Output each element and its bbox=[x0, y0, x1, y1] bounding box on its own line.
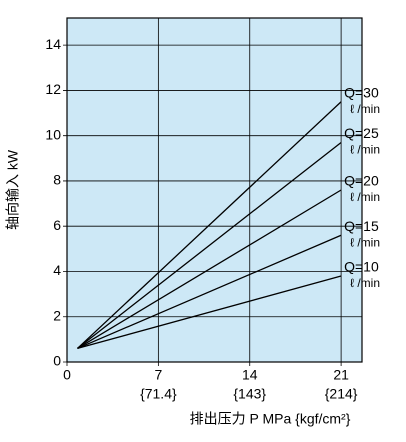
x-tick-secondary-label: {143} bbox=[233, 386, 266, 402]
series-line bbox=[77, 275, 342, 350]
x-tick-label: 21 bbox=[333, 367, 349, 383]
plot-area bbox=[67, 18, 362, 362]
legend-label: Q=20 bbox=[344, 173, 379, 189]
legend-unit: ℓ /min bbox=[350, 190, 380, 204]
legend-label: Q=15 bbox=[344, 218, 379, 234]
y-tick-label: 14 bbox=[45, 36, 61, 52]
x-tick-label: 14 bbox=[242, 367, 258, 383]
x-tick-secondary-label: {71.4} bbox=[140, 386, 177, 402]
y-tick-label: 2 bbox=[53, 307, 61, 323]
legend-unit: ℓ /min bbox=[350, 143, 380, 157]
y-tick-label: 10 bbox=[45, 126, 61, 142]
y-tick-label: 12 bbox=[45, 81, 61, 97]
series-line bbox=[76, 101, 342, 349]
legend-label: Q=10 bbox=[344, 259, 379, 275]
x-tick-label: 0 bbox=[63, 367, 71, 383]
y-tick-label: 0 bbox=[53, 353, 61, 369]
legend-label: Q=25 bbox=[344, 125, 379, 141]
x-axis-label: 排出压力 P MPa {kgf/cm²} bbox=[190, 411, 351, 427]
series-line bbox=[77, 141, 342, 349]
y-tick-label: 6 bbox=[53, 217, 61, 233]
x-tick-secondary-label: {214} bbox=[325, 386, 358, 402]
x-tick-label: 7 bbox=[154, 367, 162, 383]
legend-unit: ℓ /min bbox=[350, 102, 380, 116]
legend-unit: ℓ /min bbox=[350, 276, 380, 290]
series-line bbox=[77, 189, 342, 349]
y-tick-label: 4 bbox=[53, 262, 61, 278]
y-tick-label: 8 bbox=[53, 172, 61, 188]
legend-unit: ℓ /min bbox=[350, 235, 380, 249]
y-axis-label: 轴向输入 kW bbox=[5, 149, 21, 230]
series-line bbox=[77, 234, 342, 350]
legend-label: Q=30 bbox=[344, 84, 379, 100]
plot-border bbox=[66, 17, 363, 363]
